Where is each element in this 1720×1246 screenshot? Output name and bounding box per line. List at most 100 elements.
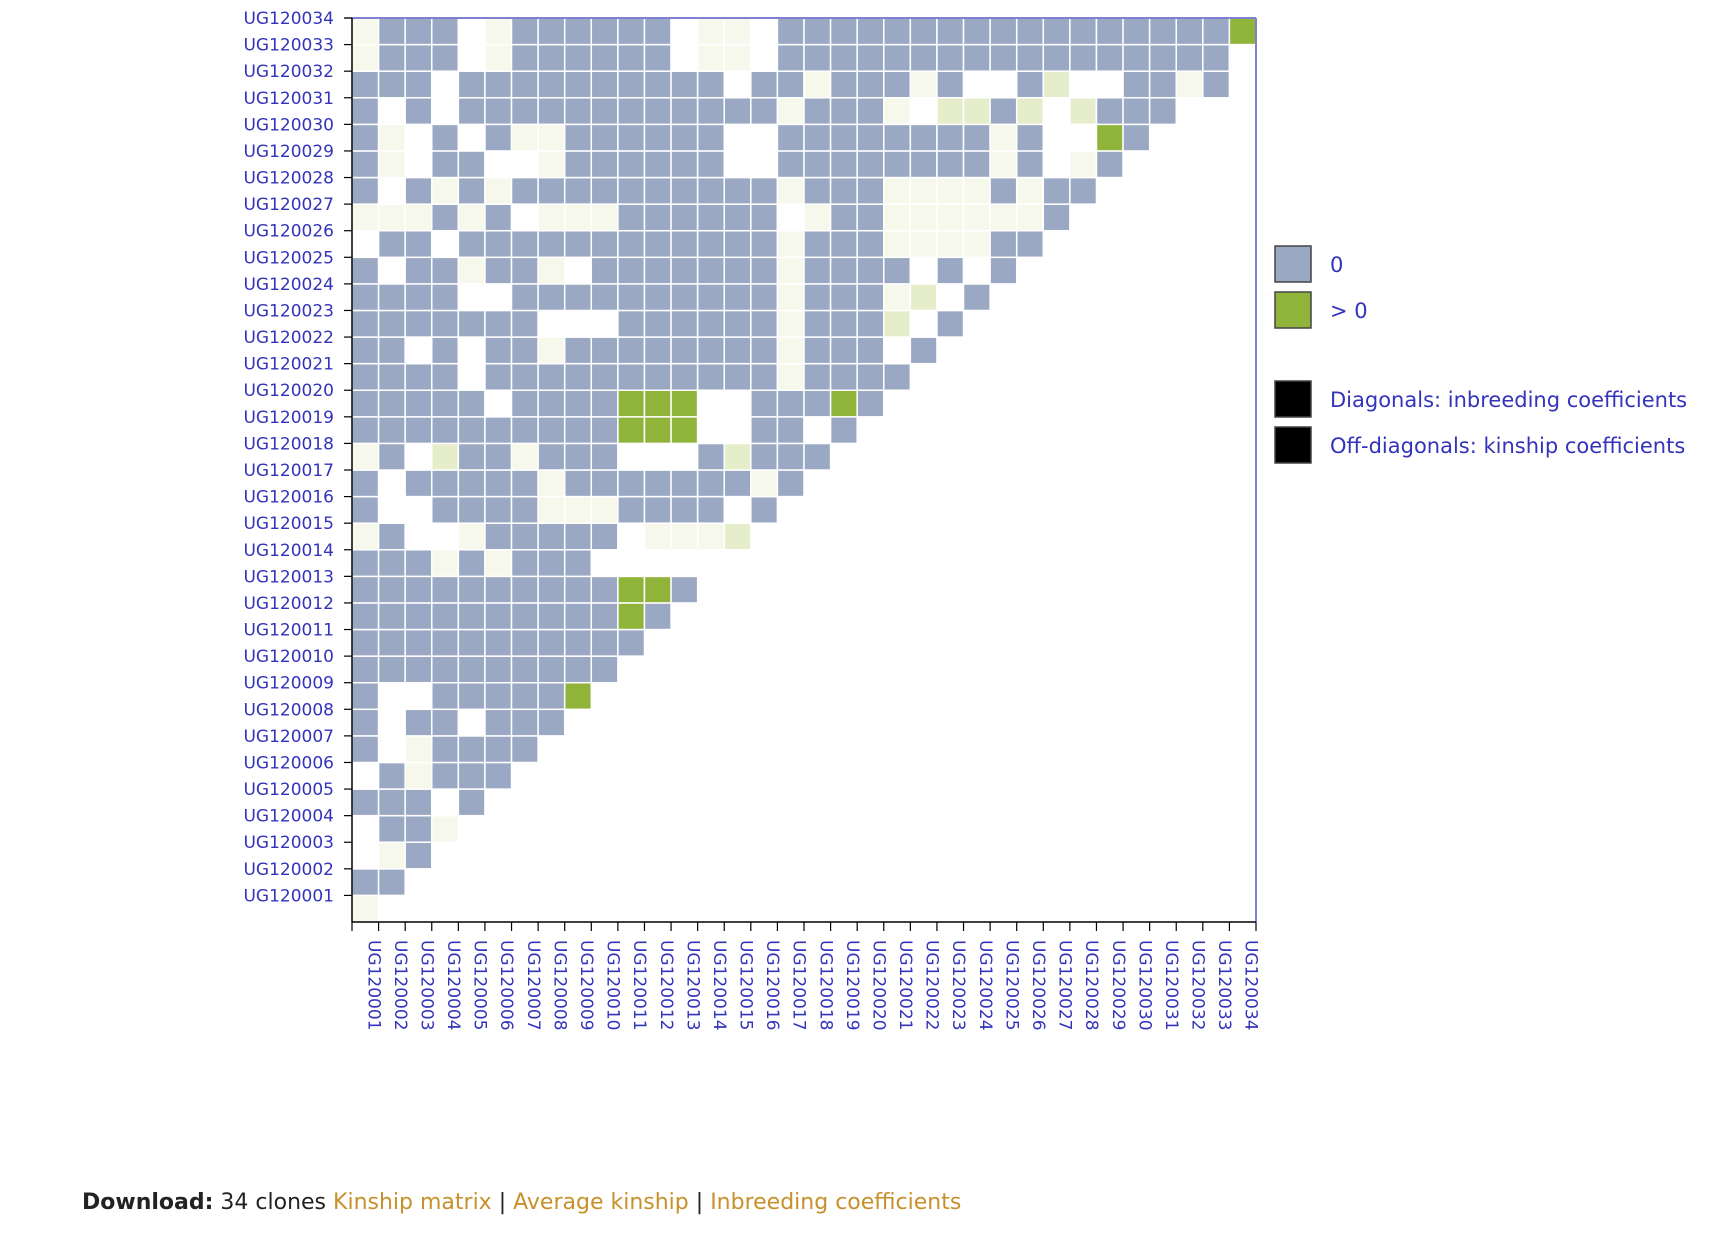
heatmap-cell: [883, 70, 912, 99]
heatmap-cell: [484, 43, 513, 72]
heatmap-cell: [1095, 97, 1124, 126]
heatmap-cell: [989, 123, 1018, 152]
heatmap-cell: [563, 336, 593, 365]
heatmap-cell: [431, 123, 460, 152]
heatmap-cell: [484, 283, 513, 312]
heatmap-cell: [750, 176, 779, 205]
heatmap-cell: [377, 788, 406, 817]
heatmap-cell: [670, 336, 699, 365]
heatmap-cell: [537, 17, 566, 46]
heatmap-cell: [643, 256, 672, 285]
heatmap-cell: [431, 681, 460, 711]
heatmap-cell: [537, 203, 566, 232]
heatmap-cell: [377, 681, 406, 711]
heatmap-cell: [803, 97, 832, 126]
heatmap-cell: [351, 283, 380, 312]
heatmap-cell: [803, 17, 832, 46]
y-tick-label: UG120007: [243, 727, 334, 747]
heatmap-cell: [696, 203, 725, 232]
heatmap-cell: [670, 283, 699, 312]
heatmap-cell: [883, 229, 912, 259]
heatmap-cell: [404, 549, 433, 578]
heatmap-cell: [484, 176, 513, 205]
heatmap-cell: [431, 655, 460, 684]
heatmap-cell: [351, 309, 380, 338]
heatmap-cell: [670, 362, 699, 391]
heatmap-cell: [696, 522, 725, 551]
heatmap-cell: [510, 70, 539, 99]
heatmap-cell: [643, 389, 672, 418]
heatmap-cell: [617, 203, 646, 232]
heatmap-cell: [962, 43, 991, 72]
heatmap-cell: [537, 150, 566, 179]
y-tick-label: UG120033: [243, 36, 334, 56]
heatmap-cell: [643, 123, 672, 152]
heatmap-cell: [883, 43, 912, 72]
heatmap-cell: [377, 868, 406, 897]
heatmap-cell: [377, 336, 406, 365]
x-tick-label: UG120034: [1241, 940, 1261, 1031]
legend-swatch: [1274, 245, 1312, 283]
y-tick-label: UG120032: [243, 62, 334, 82]
heatmap-cell: [404, 362, 433, 391]
heatmap-cell: [484, 442, 513, 471]
heatmap-cell: [617, 442, 646, 471]
heatmap-cell: [404, 655, 433, 684]
heatmap-cell: [377, 283, 406, 312]
heatmap-cell: [723, 309, 752, 338]
heatmap-cell: [1042, 123, 1071, 152]
heatmap-cell: [510, 575, 539, 604]
heatmap-cell: [590, 70, 619, 99]
heatmap-cell: [404, 469, 433, 498]
heatmap-cell: [1069, 123, 1098, 152]
inbreeding-coefficients-link[interactable]: Inbreeding coefficients: [710, 1190, 962, 1215]
download-label: Download:: [82, 1190, 214, 1215]
legend-label: > 0: [1330, 299, 1368, 323]
heatmap-cell: [377, 469, 406, 498]
heatmap-cell: [1095, 150, 1124, 179]
heatmap-cell: [431, 203, 460, 232]
y-tick-label: UG120023: [243, 301, 334, 321]
heatmap-cell: [723, 389, 752, 418]
x-tick-label: UG120014: [709, 940, 729, 1031]
heatmap-cell: [510, 602, 539, 631]
heatmap-cell: [351, 522, 380, 551]
heatmap-cell: [723, 176, 752, 205]
heatmap-cell: [723, 416, 752, 445]
y-tick-label: UG120031: [243, 89, 334, 109]
heatmap-cell: [1122, 17, 1151, 46]
heatmap-cell: [537, 681, 566, 711]
heatmap-cell: [643, 229, 672, 259]
heatmap-cell: [776, 17, 805, 46]
heatmap-cell: [643, 43, 672, 72]
heatmap-cell: [1175, 70, 1204, 99]
heatmap-cell: [617, 389, 646, 418]
heatmap-cell: [484, 70, 513, 99]
heatmap-cell: [377, 70, 406, 99]
x-axis-ticks: UG120001 UG120002 UG120003 UG120004 UG120005…: [351, 922, 1261, 1031]
heatmap-cell: [590, 150, 619, 179]
heatmap-cell: [404, 522, 433, 551]
kinship-matrix-link[interactable]: Kinship matrix: [333, 1190, 492, 1215]
heatmap-cell: [696, 336, 725, 365]
heatmap-cell: [989, 229, 1018, 259]
download-bar: Download: 34 clones Kinship matrix | Ave…: [82, 1190, 961, 1215]
heatmap-cell: [377, 256, 406, 285]
heatmap-cell: [484, 628, 513, 657]
x-tick-label: UG120027: [1055, 940, 1075, 1031]
y-tick-label: UG120002: [243, 860, 334, 880]
average-kinship-link[interactable]: Average kinship: [513, 1190, 689, 1215]
heatmap-cell: [510, 17, 539, 46]
heatmap-cell: [909, 70, 938, 99]
heatmap-cell: [1202, 17, 1231, 46]
y-tick-label: UG120030: [243, 115, 334, 135]
heatmap-cell: [829, 70, 858, 99]
heatmap-cell: [404, 203, 433, 232]
heatmap-cell: [1042, 43, 1071, 72]
heatmap-cell: [351, 17, 380, 46]
heatmap-cell: [404, 309, 433, 338]
heatmap-cell: [563, 203, 593, 232]
heatmap-cell: [776, 389, 805, 418]
heatmap-cell: [537, 362, 566, 391]
heatmap-cell: [643, 575, 672, 604]
